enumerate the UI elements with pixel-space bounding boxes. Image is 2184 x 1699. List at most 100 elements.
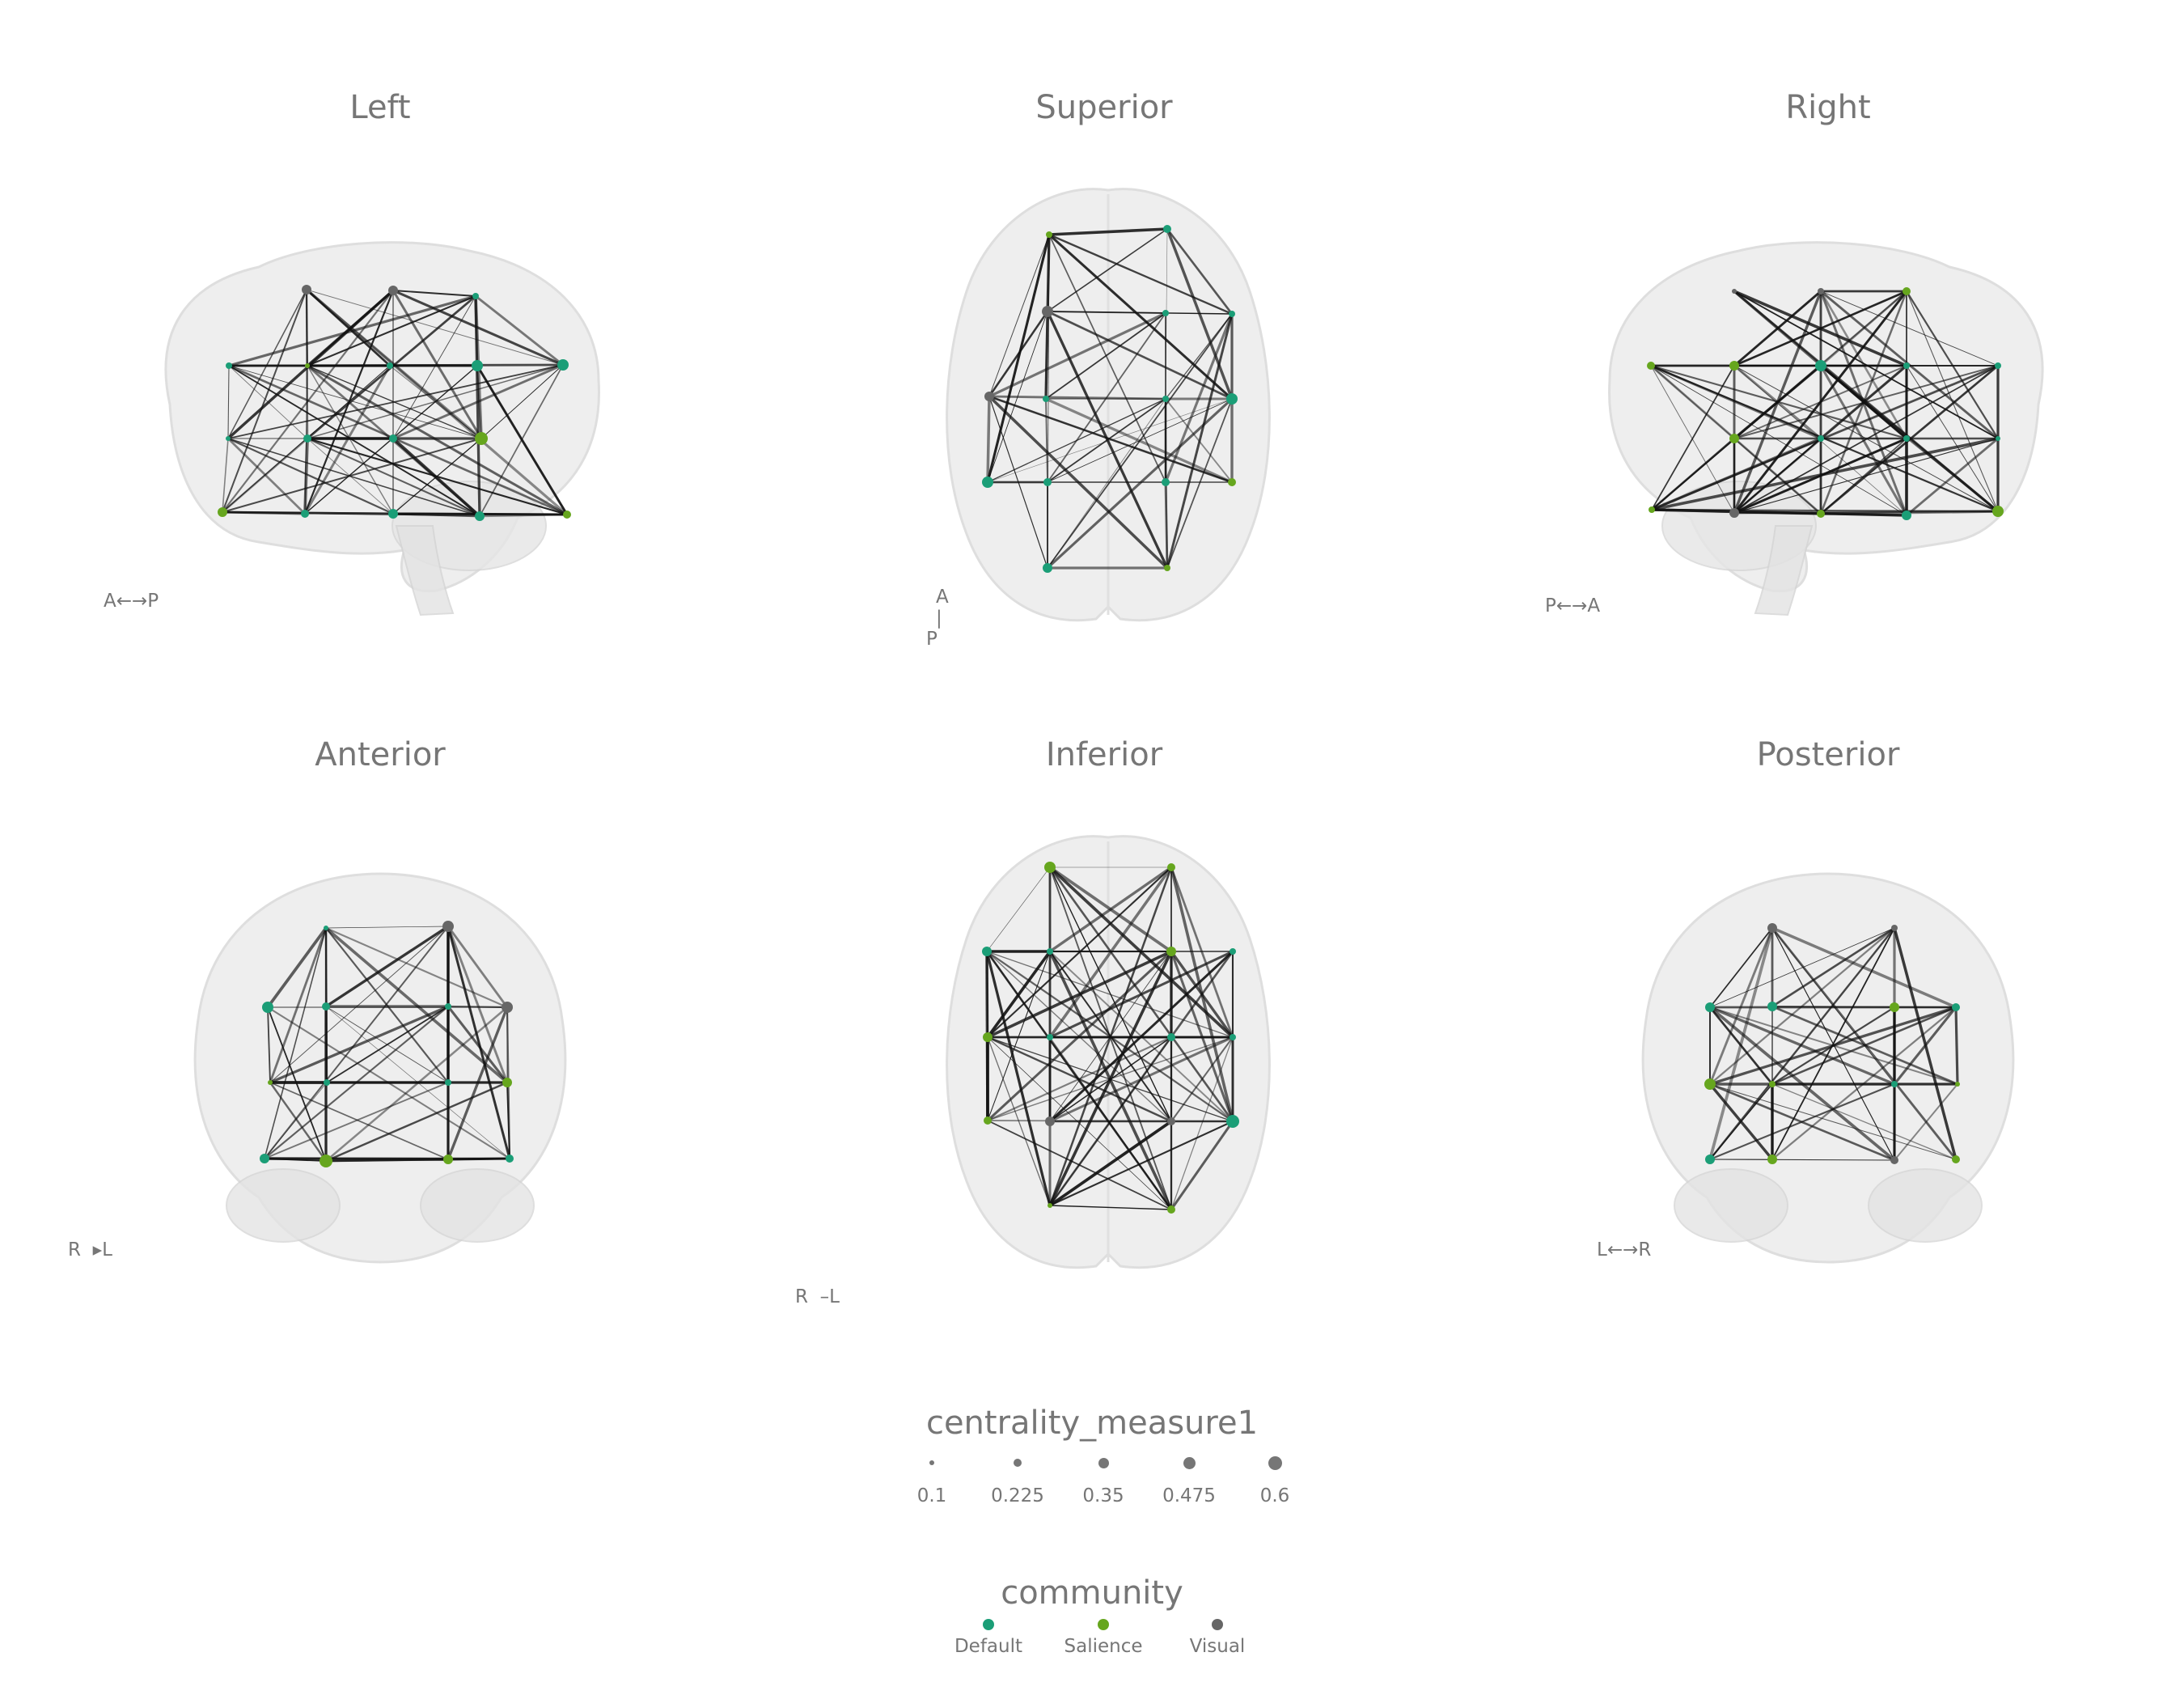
network-edge xyxy=(1047,398,1233,483)
network-edge xyxy=(988,395,1233,484)
network-edge xyxy=(988,234,1050,397)
network-node xyxy=(472,360,483,371)
network-node xyxy=(1044,862,1056,873)
network-edge xyxy=(1820,290,1999,366)
network-edge xyxy=(1894,1083,1958,1161)
network-edge xyxy=(475,294,564,366)
network-node xyxy=(1705,1155,1715,1164)
network-edge xyxy=(987,1036,1172,1121)
panel-title: Inferior xyxy=(1045,736,1163,773)
network-edge xyxy=(1733,365,1907,439)
network-edge xyxy=(447,1006,509,1083)
network-node xyxy=(1164,565,1170,571)
arrow-icon: | xyxy=(936,608,942,629)
network-edge xyxy=(1166,313,1234,569)
network-edge xyxy=(227,289,307,439)
network-edge xyxy=(227,364,564,439)
arrow-icon: ←→ xyxy=(1606,1239,1639,1260)
network-node xyxy=(1045,1116,1055,1126)
network-node xyxy=(982,947,992,956)
network-node xyxy=(1890,1156,1898,1164)
network-node xyxy=(1767,923,1777,933)
network-edge xyxy=(474,295,481,517)
brainstem-shape xyxy=(1754,525,1814,616)
network-node xyxy=(1902,511,1911,520)
network-edge xyxy=(476,365,482,439)
orient-end-label: L xyxy=(829,1286,840,1307)
network-node xyxy=(1995,362,2001,369)
community-legend-label: Salience xyxy=(1064,1636,1143,1657)
network-node xyxy=(1955,1082,1960,1087)
network-edge xyxy=(1048,233,1234,400)
network-node xyxy=(1729,508,1739,518)
network-node xyxy=(1891,925,1898,931)
network-edge xyxy=(1709,1159,1895,1161)
network-edge xyxy=(480,364,564,439)
network-edge xyxy=(1954,1006,1959,1085)
network-edge xyxy=(1733,510,1999,515)
network-edge xyxy=(1045,398,1048,483)
network-nodes xyxy=(260,921,514,1167)
network-edge xyxy=(1733,438,1999,514)
network-edge xyxy=(307,364,568,516)
network-node xyxy=(1162,396,1169,402)
network-node xyxy=(506,1155,514,1163)
network-edge xyxy=(1709,927,1895,1008)
network-edge xyxy=(1049,1036,1234,1123)
network-node xyxy=(475,432,488,445)
brain-silhouette xyxy=(946,188,1271,622)
network-node xyxy=(1162,478,1170,486)
network-node xyxy=(1167,1117,1175,1125)
orient-end-label: A xyxy=(1587,595,1601,616)
network-node xyxy=(1767,1155,1777,1164)
network-edge xyxy=(1733,438,1822,514)
community-legend-title: community xyxy=(1001,1574,1183,1612)
size-legend-title: centrality_measure1 xyxy=(925,1405,1259,1442)
network-node xyxy=(218,507,227,517)
network-edge xyxy=(447,1005,508,1009)
network-node xyxy=(1818,435,1824,442)
network-node xyxy=(1162,310,1169,316)
network-edge xyxy=(987,1036,1051,1206)
network-edge xyxy=(307,295,476,366)
network-edge xyxy=(985,951,1052,1206)
network-node xyxy=(443,1155,453,1164)
network-edge xyxy=(325,925,449,1008)
community-legend-marker xyxy=(1212,1619,1223,1630)
network-node xyxy=(502,1078,512,1087)
network-edge xyxy=(1049,866,1172,953)
brain-silhouette xyxy=(193,872,567,1264)
network-edge xyxy=(1166,228,1234,315)
network-edge xyxy=(269,1082,327,1162)
network-node xyxy=(1226,1115,1239,1128)
network-edge xyxy=(306,289,564,366)
network-node xyxy=(1817,510,1825,518)
network-node xyxy=(984,392,994,401)
network-edge xyxy=(1045,312,1166,400)
network-edge xyxy=(392,363,564,440)
brain-cortex-shape xyxy=(193,872,567,1264)
network-edge xyxy=(307,438,480,517)
network-edge xyxy=(1771,1083,1957,1160)
network-edge xyxy=(1771,926,1957,1009)
orient-start-label: L xyxy=(1597,1239,1607,1260)
network-edge xyxy=(392,438,482,515)
network-edge xyxy=(264,927,327,1159)
network-edge xyxy=(269,926,449,1083)
panel-left: Left A←→P xyxy=(16,24,744,672)
network-edge xyxy=(1048,233,1233,316)
panel-inferior: Inferior R –L xyxy=(740,672,1468,1319)
network-node xyxy=(324,1079,330,1086)
network-node xyxy=(1226,393,1238,405)
network-node xyxy=(984,1116,992,1125)
network-node xyxy=(1166,947,1176,956)
brain-silhouette xyxy=(1641,872,2015,1264)
network-node xyxy=(1047,1034,1053,1040)
network-edge xyxy=(307,365,482,439)
network-edge xyxy=(987,1120,1172,1210)
size-legend-marker xyxy=(929,1460,934,1465)
network-edge xyxy=(1651,437,1999,511)
network-edge xyxy=(325,927,508,1008)
network-nodes xyxy=(1647,287,2004,520)
orient-start-label: A xyxy=(936,587,949,608)
